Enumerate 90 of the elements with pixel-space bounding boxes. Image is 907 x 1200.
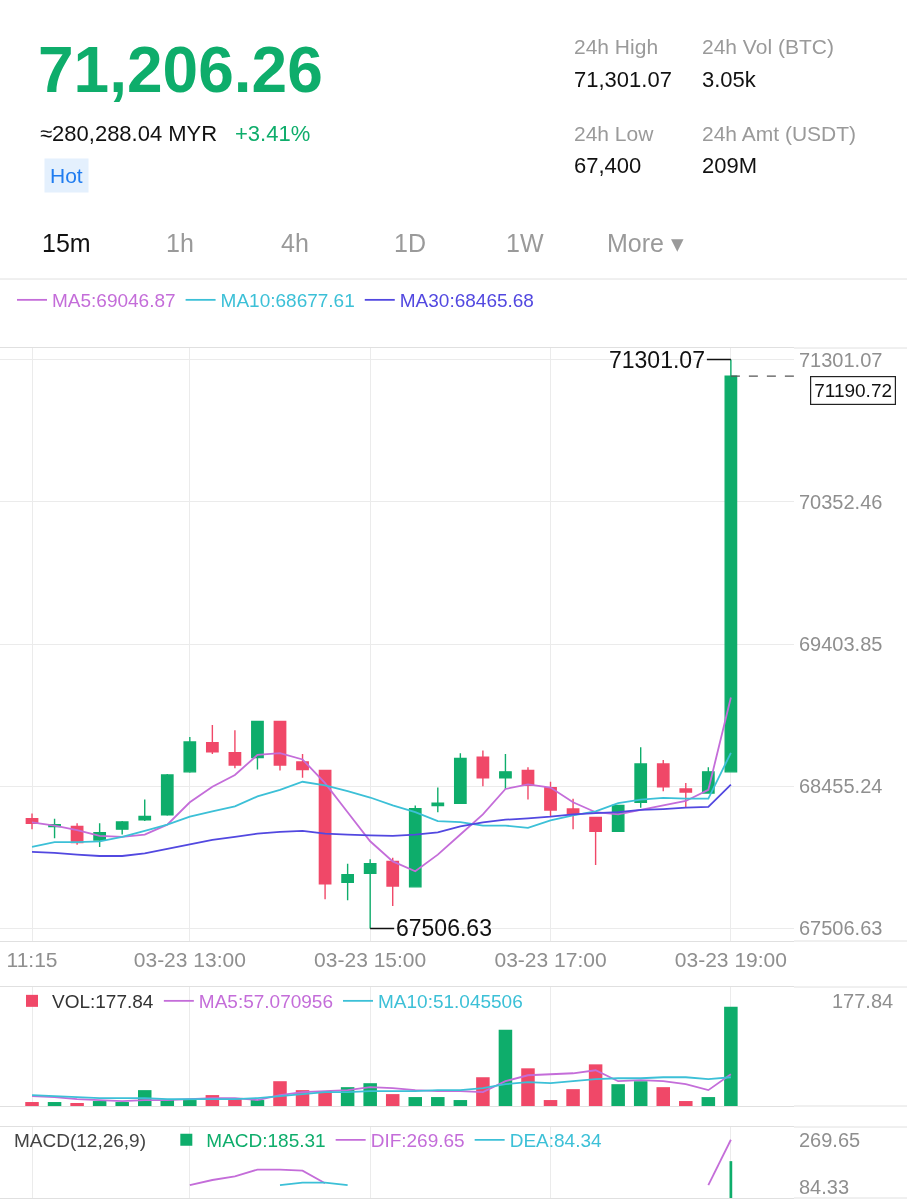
- candlestick: [115, 820, 129, 836]
- candlestick: [544, 781, 557, 818]
- text: 67,400: [574, 153, 642, 178]
- text: ≈280,288.04 MYR: [40, 121, 218, 146]
- candlestick: [521, 766, 535, 801]
- text: 209M: [702, 153, 758, 178]
- bar: [408, 1097, 423, 1106]
- bar: [498, 1029, 513, 1106]
- candlestick: [205, 724, 219, 755]
- candlestick: [228, 729, 242, 769]
- bar: [47, 1102, 62, 1106]
- text: 1W: [506, 229, 544, 257]
- bar: [656, 1087, 671, 1106]
- candlestick: [431, 786, 445, 813]
- candlestick: [160, 773, 174, 817]
- line-series: [31, 696, 732, 873]
- candlestick: [453, 752, 467, 804]
- text: 15m: [42, 229, 91, 257]
- y-tick-label: 269.65: [799, 1128, 861, 1151]
- annotation: 71301.07: [609, 347, 705, 373]
- text: 177.84: [832, 990, 894, 1012]
- text: 24h Vol (BTC): [702, 35, 834, 58]
- bar: [431, 1097, 445, 1106]
- x-tick-label: 11:15: [6, 948, 58, 972]
- candlestick: [408, 804, 422, 888]
- x-tick-label: 03-23 15:00: [314, 948, 427, 972]
- y-tick-label: 68455.24: [799, 775, 883, 798]
- x-tick-label: 03-23 19:00: [674, 948, 787, 972]
- text: 71,206.26: [38, 34, 323, 106]
- legend-label: MACD:185.31: [206, 1130, 326, 1152]
- candlestick: [656, 759, 670, 792]
- line-series: [31, 751, 732, 848]
- bar: [453, 1100, 468, 1106]
- chart-title: MACD(12,26,9): [14, 1130, 146, 1151]
- candlestick: [499, 753, 512, 790]
- legend-label: MA30:68465.68: [399, 290, 534, 312]
- text: 71,301.07: [574, 67, 672, 92]
- candlestick: [476, 749, 490, 787]
- bar: [115, 1102, 129, 1106]
- candlestick: [679, 782, 693, 809]
- candlestick: [183, 736, 197, 774]
- ref-line-label: 71190.72: [814, 380, 893, 402]
- y-tick-label: 67506.63: [799, 917, 883, 940]
- bar: [521, 1068, 535, 1106]
- bar: [724, 1006, 738, 1106]
- text: +3.41%: [235, 121, 311, 146]
- bar: [25, 1102, 39, 1106]
- bar: [679, 1101, 693, 1106]
- y-tick-label: 84.33: [799, 1175, 850, 1198]
- y-tick-label: 71301.07: [799, 348, 883, 371]
- bar: [633, 1081, 648, 1106]
- legend-label: DEA:84.34: [509, 1130, 602, 1152]
- annotation: 67506.63: [396, 915, 492, 941]
- legend-label: MA10:51.045506: [378, 991, 523, 1013]
- bar: [92, 1101, 107, 1106]
- text: 4h: [281, 229, 309, 257]
- bar: [701, 1097, 716, 1106]
- bar: [566, 1089, 580, 1106]
- candlestick: [589, 816, 602, 866]
- legend-label: DIF:269.65: [370, 1130, 465, 1152]
- text: More ▾: [607, 229, 684, 257]
- bar: [70, 1103, 84, 1106]
- x-tick-label: 03-23 13:00: [133, 948, 246, 972]
- text: Hot: [50, 164, 83, 187]
- text: 24h Low: [574, 122, 655, 145]
- x-tick-label: 03-23 17:00: [494, 948, 607, 972]
- candlestick: [363, 858, 377, 930]
- candlestick: [138, 798, 152, 821]
- bar: [183, 1100, 197, 1106]
- candlestick: [566, 798, 580, 830]
- legend-label: VOL:177.84: [52, 991, 154, 1013]
- text: 3.05k: [702, 67, 757, 92]
- legend-label: MA10:68677.61: [220, 290, 355, 312]
- bar: [543, 1100, 558, 1106]
- legend-label: MA5:69046.87: [52, 290, 176, 312]
- candlestick: [341, 862, 355, 901]
- line-series: [31, 783, 732, 857]
- y-tick-label: 70352.46: [799, 490, 883, 513]
- candlestick: [251, 720, 264, 771]
- candlestick: [634, 746, 648, 809]
- text: 24h High: [574, 35, 659, 58]
- text: 1h: [166, 229, 194, 257]
- candlestick: [386, 857, 400, 907]
- candlestick: [273, 720, 287, 772]
- y-tick-label: 69403.85: [799, 633, 883, 655]
- bar: [611, 1084, 625, 1106]
- text: 24h Amt (USDT): [702, 122, 857, 145]
- bar: [385, 1094, 400, 1106]
- legend-label: MA5:57.070956: [198, 991, 334, 1013]
- text: 1D: [394, 229, 426, 257]
